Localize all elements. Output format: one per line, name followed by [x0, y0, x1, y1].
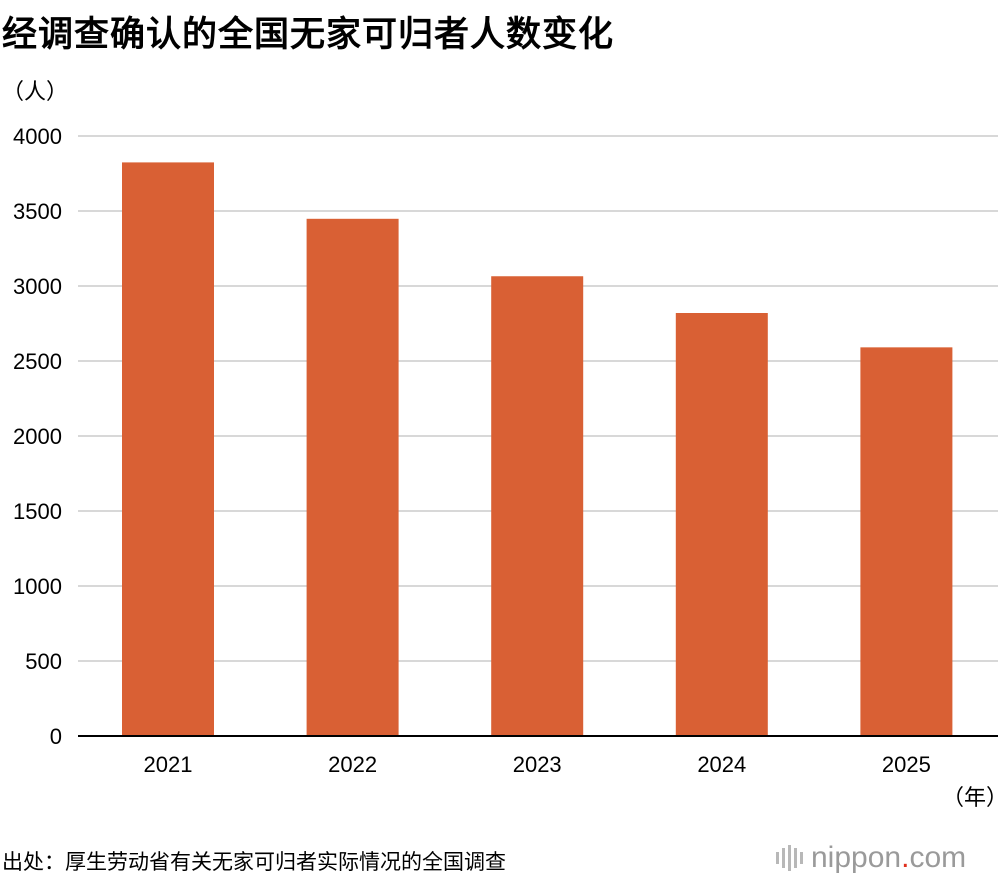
bar-2024 — [675, 313, 768, 736]
y-tick-label: 4000 — [13, 124, 62, 149]
y-tick-label: 2500 — [13, 349, 62, 374]
y-axis-unit: （人） — [2, 80, 69, 105]
y-tick-label: 1500 — [13, 499, 62, 524]
bar-2022 — [306, 218, 399, 737]
nippon-logo: nippon . com — [776, 838, 966, 878]
y-tick-label: 500 — [25, 649, 62, 674]
y-axis-tick-labels: 0 500 1000 1500 2000 2500 3000 3500 4000 — [13, 124, 62, 749]
x-axis-tick-labels: 2021 2022 2023 2024 2025 — [144, 752, 931, 777]
x-axis-unit: （年） — [942, 786, 1000, 811]
y-tick-label: 0 — [50, 724, 62, 749]
nippon-logo-icon — [776, 845, 803, 871]
chart-title: 经调查确认的全国无家可归者人数变化 — [2, 15, 615, 55]
bar-2021 — [122, 162, 214, 736]
y-tick-label: 1000 — [13, 574, 62, 599]
y-tick-label: 3000 — [13, 274, 62, 299]
logo-tld: com — [909, 841, 967, 874]
source-note: 出处：厚生劳动省有关无家可归者实际情况的全国调查 — [2, 850, 506, 874]
bar-2025 — [860, 347, 953, 736]
y-tick-label: 3500 — [13, 199, 62, 224]
x-tick-label: 2021 — [144, 752, 193, 777]
bar-2023 — [491, 276, 584, 736]
x-tick-label: 2025 — [882, 752, 931, 777]
x-tick-label: 2024 — [697, 752, 746, 777]
bars — [122, 162, 953, 737]
x-tick-label: 2022 — [328, 752, 377, 777]
y-tick-label: 2000 — [13, 424, 62, 449]
logo-name: nippon — [811, 841, 902, 874]
x-tick-label: 2023 — [513, 752, 562, 777]
logo-dot: . — [901, 841, 910, 874]
